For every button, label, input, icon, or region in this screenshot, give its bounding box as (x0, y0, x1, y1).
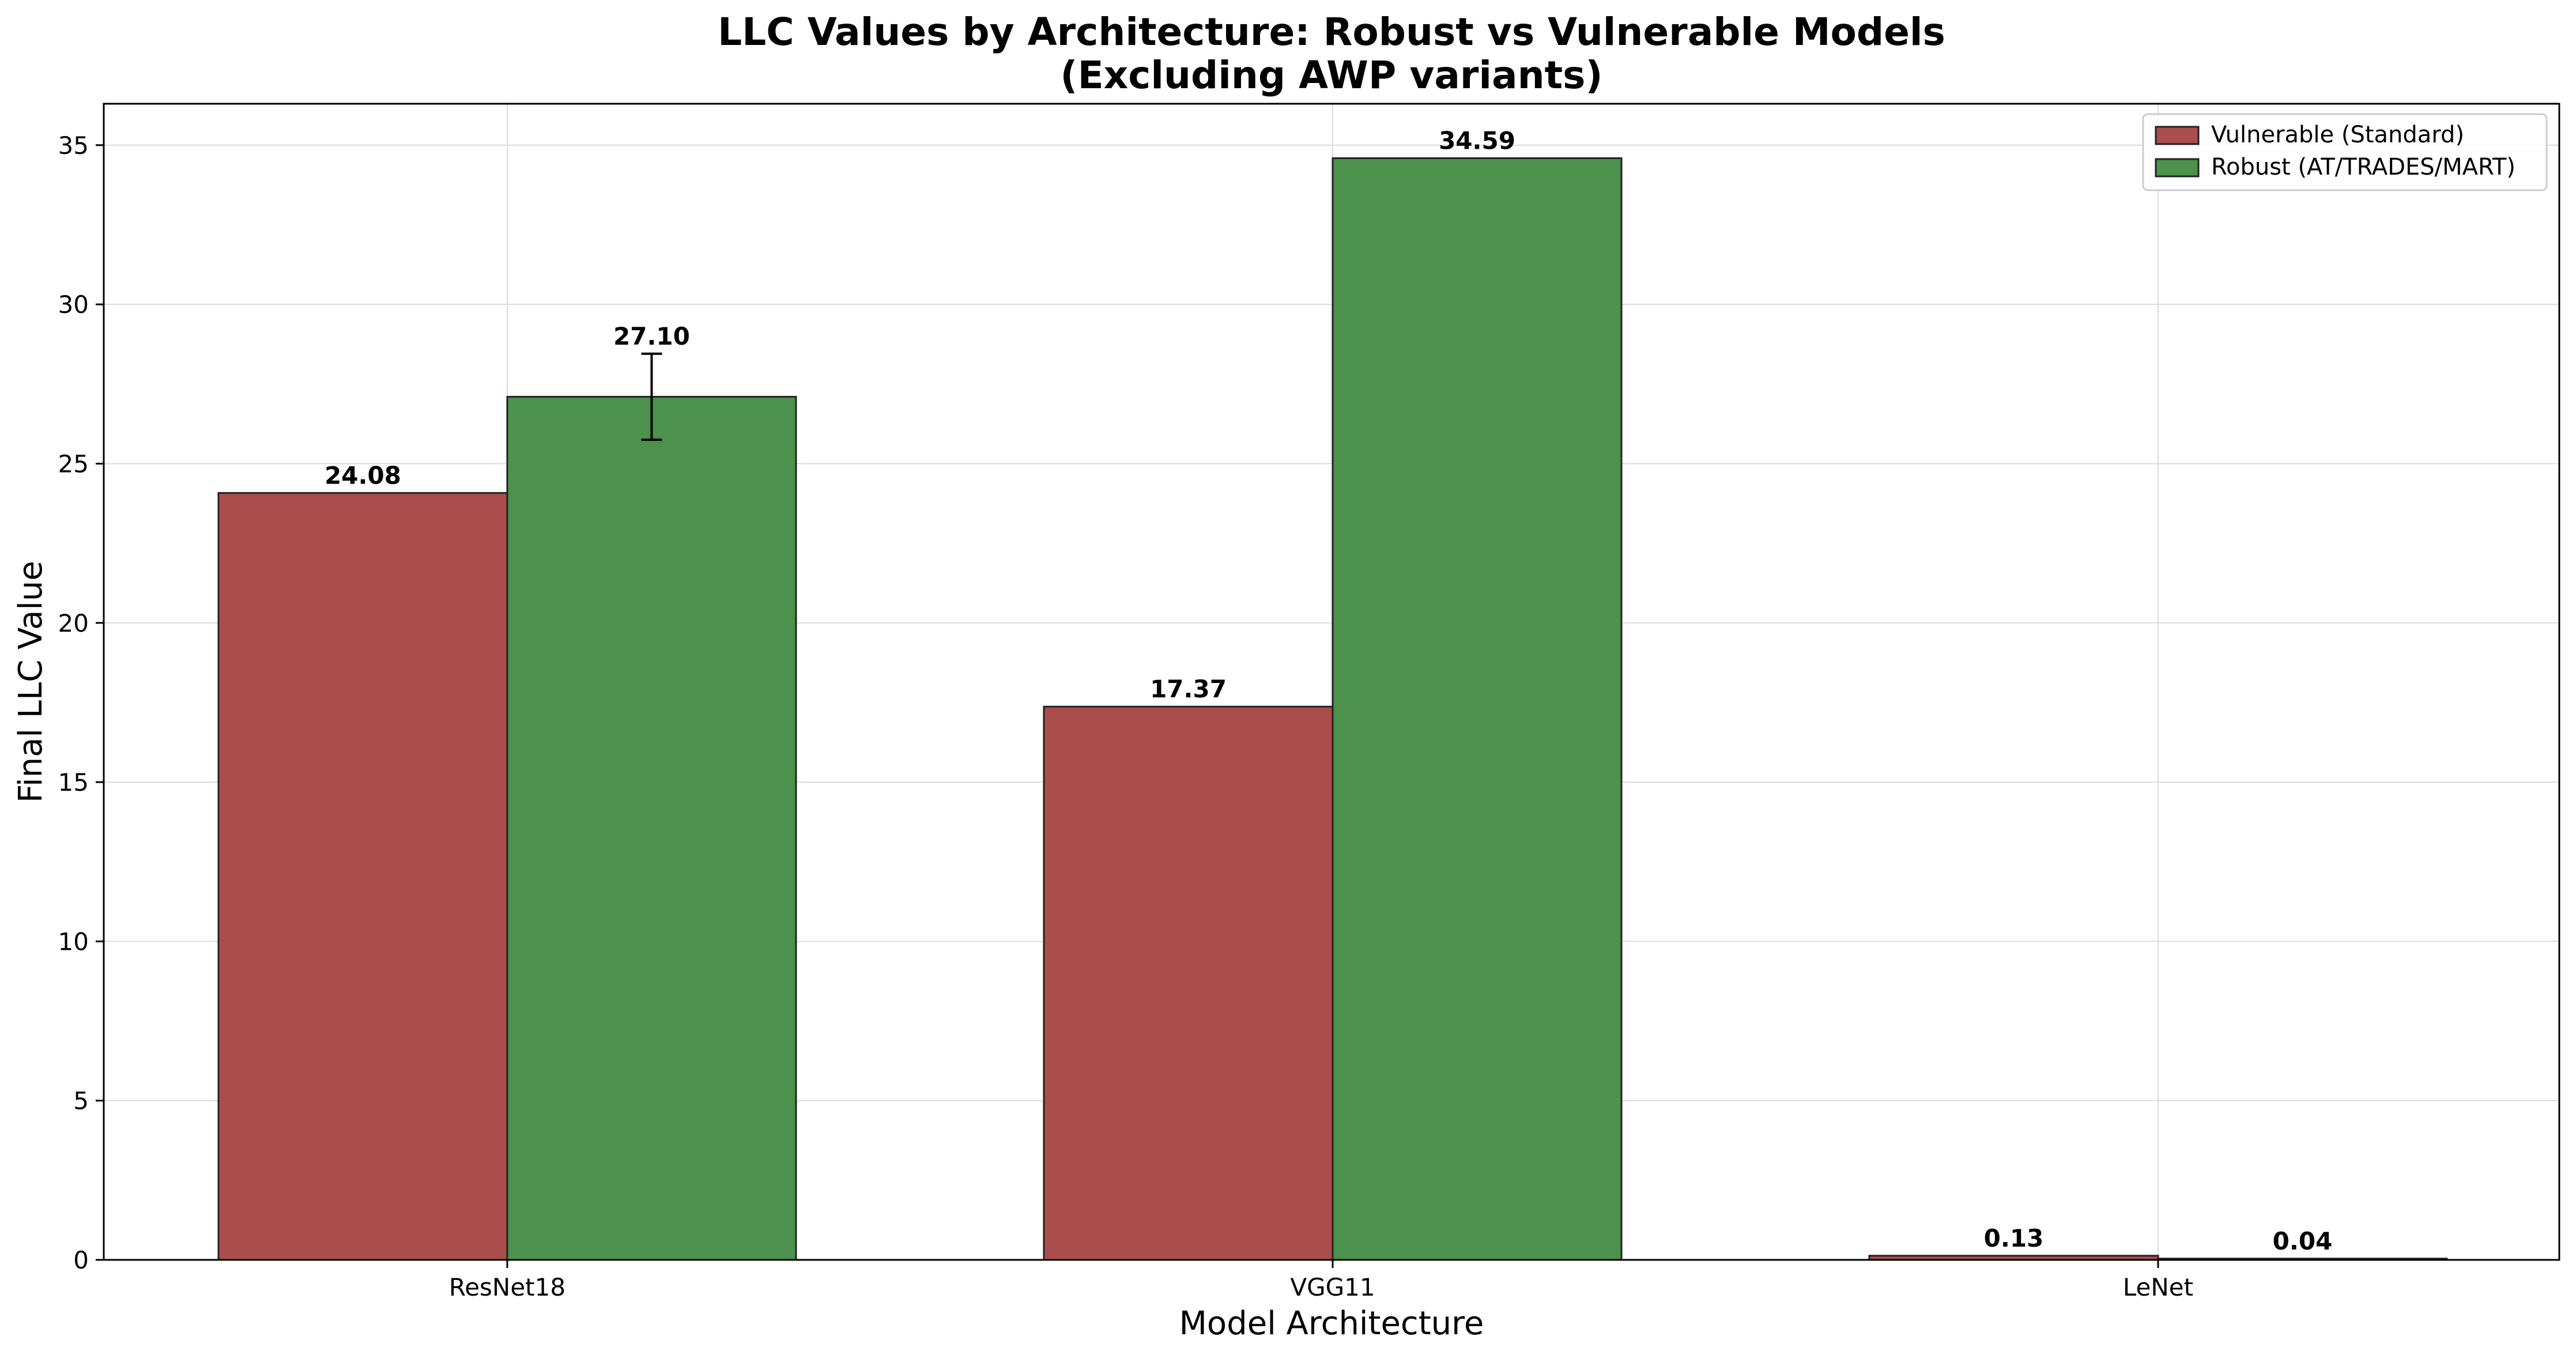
bar-value-label: 0.04 (2273, 1227, 2333, 1255)
value-labels: 24.08 17.37 0.13 27.10 34.59 0.04 (325, 126, 2332, 1255)
y-tick-label: 15 (58, 768, 89, 796)
bar-value-label: 34.59 (1439, 126, 1515, 154)
legend: Vulnerable (Standard) Robust (AT/TRADES/M… (2142, 113, 2548, 191)
y-tick-label: 0 (73, 1246, 89, 1274)
legend-label: Vulnerable (Standard) (2211, 122, 2464, 148)
x-tick-label: LeNet (2123, 1273, 2193, 1301)
plot-frame (103, 103, 2560, 1261)
error-bars (641, 352, 662, 441)
bar (1332, 157, 1623, 1261)
bars (217, 157, 2448, 1261)
bar-value-label: 24.08 (325, 461, 401, 489)
bar-value-label: 17.37 (1150, 675, 1227, 703)
x-axis-label: Model Architecture (1179, 1305, 1484, 1342)
bar (217, 492, 508, 1261)
y-axis-label: Final LLC Value (12, 561, 50, 803)
bar-value-label: 27.10 (613, 322, 690, 350)
bar (506, 395, 797, 1261)
x-axis-ticks: ResNet18 VGG11 LeNet (449, 1260, 2193, 1301)
bar-value-label: 0.13 (1984, 1224, 2044, 1252)
y-tick-label: 25 (58, 450, 89, 478)
y-tick-label: 5 (73, 1087, 89, 1115)
x-tick-label: ResNet18 (449, 1273, 565, 1301)
bar (1043, 705, 1334, 1261)
legend-swatch (2155, 158, 2200, 178)
legend-label: Robust (AT/TRADES/MART) (2211, 154, 2515, 180)
y-tick-label: 30 (58, 290, 89, 319)
y-tick-label: 10 (58, 927, 89, 956)
y-tick-label: 35 (58, 131, 89, 160)
legend-box (2142, 113, 2548, 191)
legend-swatch (2155, 126, 2200, 145)
chart-subtitle: (Excluding AWP variants) (1060, 53, 1602, 97)
y-axis-ticks: 0 5 10 15 20 25 30 35 (58, 131, 104, 1274)
x-tick-label: VGG11 (1290, 1273, 1375, 1301)
chart-title: LLC Values by Architecture: Robust vs Vu… (718, 10, 1945, 54)
y-tick-label: 20 (58, 609, 89, 637)
